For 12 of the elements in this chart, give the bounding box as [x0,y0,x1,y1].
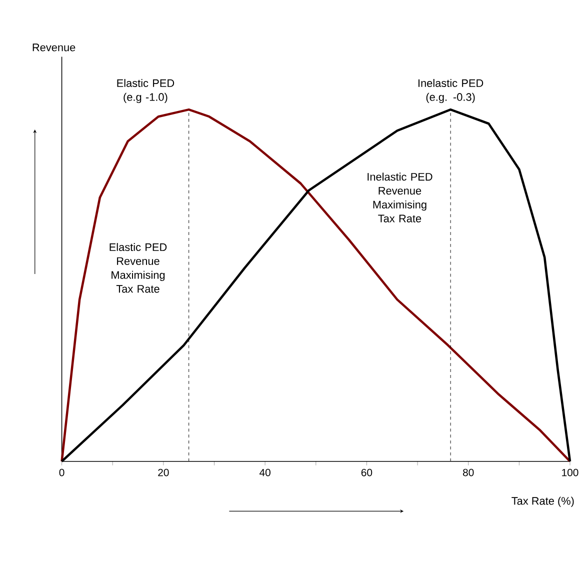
x-tick-label: 60 [361,468,372,476]
text: Revenue [32,44,76,52]
ref-line-label: Inelastic PED Revenue Maximising Tax Rate [368,172,432,222]
x-tick-label: 20 [158,468,169,476]
x-tick-label: 0 [59,468,64,476]
ref-line-label: Elastic PED Revenue Maximising Tax Rate [110,243,167,293]
x-tick-label: 40 [260,468,270,476]
x-tick-label: 80 [463,468,474,476]
x-axis-title: Tax Rate (%) [512,496,574,507]
annotation: Inelastic PED (e.g. -0.3) [418,78,484,104]
x-tick-label: 100 [562,468,578,476]
annotation: Elastic PED (e.g -1.0) [117,78,174,104]
